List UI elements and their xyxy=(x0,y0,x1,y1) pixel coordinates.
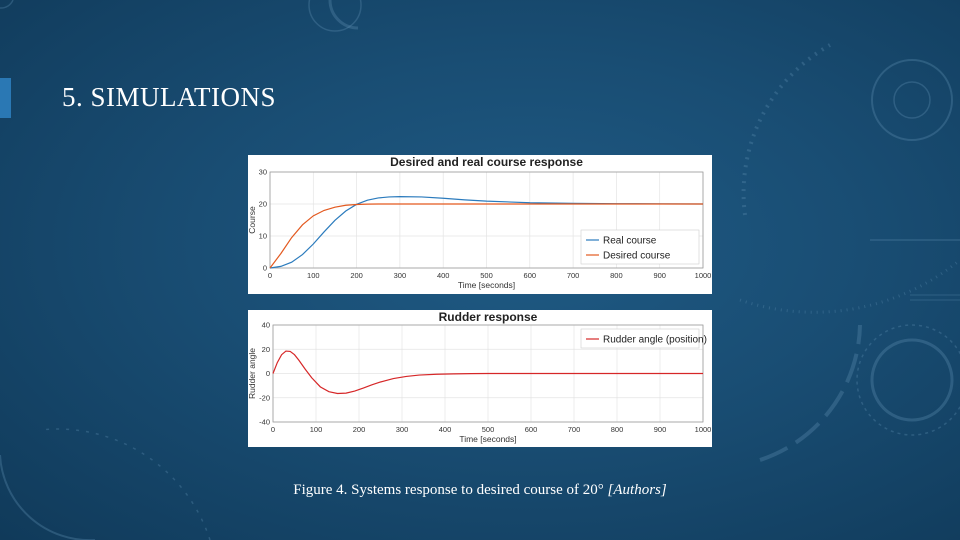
y-tick-label: 0 xyxy=(263,264,267,273)
x-tick-label: 400 xyxy=(437,271,450,280)
x-tick-label: 900 xyxy=(654,425,667,434)
chart-title: Desired and real course response xyxy=(390,155,583,169)
figure-caption: Figure 4. Systems response to desired co… xyxy=(0,482,960,499)
x-tick-label: 200 xyxy=(353,425,366,434)
rudder-response-chart: 0 100 200 300 400 500 600 700 800 900 1000 -40 -20 0 2… xyxy=(248,310,712,447)
y-tick-label: 0 xyxy=(266,369,270,378)
plot-frame xyxy=(269,171,704,269)
x-tick-label: 200 xyxy=(350,271,363,280)
x-tick-label: 700 xyxy=(567,271,580,280)
legend-label: Real course xyxy=(603,236,657,247)
x-tick-label: 600 xyxy=(524,271,537,280)
x-tick-label: 500 xyxy=(482,425,495,434)
x-tick-label: 500 xyxy=(480,271,493,280)
caption-source: [Authors] xyxy=(607,482,667,498)
y-tick-label: 20 xyxy=(259,200,267,209)
legend-label: Desired course xyxy=(603,251,671,262)
x-tick-label: 700 xyxy=(568,425,581,434)
title-accent-bar xyxy=(0,78,11,118)
rudder-response-plot: 0 100 200 300 400 500 600 700 800 900 1000 -40 -20 0 2… xyxy=(248,310,712,444)
x-tick-label: 300 xyxy=(396,425,409,434)
caption-text: Figure 4. Systems response to desired co… xyxy=(293,482,604,498)
y-tick-label: -20 xyxy=(259,393,270,402)
y-tick-label: 30 xyxy=(259,168,267,177)
course-response-plot: 0 100 200 300 400 500 600 700 800 900 1000 0 10 20 30 D… xyxy=(248,155,712,290)
slide-title: 5. SIMULATIONS xyxy=(62,82,277,112)
x-axis-label: Time [seconds] xyxy=(458,280,515,290)
x-tick-label: 300 xyxy=(394,271,407,280)
series-line xyxy=(269,203,703,269)
x-tick-label: 0 xyxy=(268,271,272,280)
x-tick-label: 600 xyxy=(525,425,538,434)
x-tick-label: 400 xyxy=(439,425,452,434)
x-tick-label: 800 xyxy=(610,271,623,280)
series-line xyxy=(269,196,704,269)
legend-label: Rudder angle (position) xyxy=(603,335,707,346)
course-response-chart: 0 100 200 300 400 500 600 700 800 900 1000 0 10 20 30 D… xyxy=(248,155,712,294)
x-tick-label: 100 xyxy=(307,271,320,280)
y-axis-label: Rudder angle xyxy=(248,348,257,399)
y-tick-label: 10 xyxy=(259,232,267,241)
chart-title: Rudder response xyxy=(439,310,538,324)
x-tick-label: 100 xyxy=(310,425,323,434)
x-axis-label: Time [seconds] xyxy=(459,434,516,444)
legend-box xyxy=(580,328,700,349)
x-tick-label: 1000 xyxy=(695,425,712,434)
x-tick-label: 900 xyxy=(653,271,666,280)
y-tick-label: 40 xyxy=(262,321,270,330)
y-axis-label: Course xyxy=(248,206,257,234)
x-tick-label: 1000 xyxy=(695,271,712,280)
y-tick-label: -40 xyxy=(259,418,270,427)
x-tick-label: 0 xyxy=(271,425,275,434)
legend-box xyxy=(580,229,700,265)
series-line xyxy=(272,350,703,395)
x-tick-label: 800 xyxy=(611,425,624,434)
y-tick-label: 20 xyxy=(262,345,270,354)
